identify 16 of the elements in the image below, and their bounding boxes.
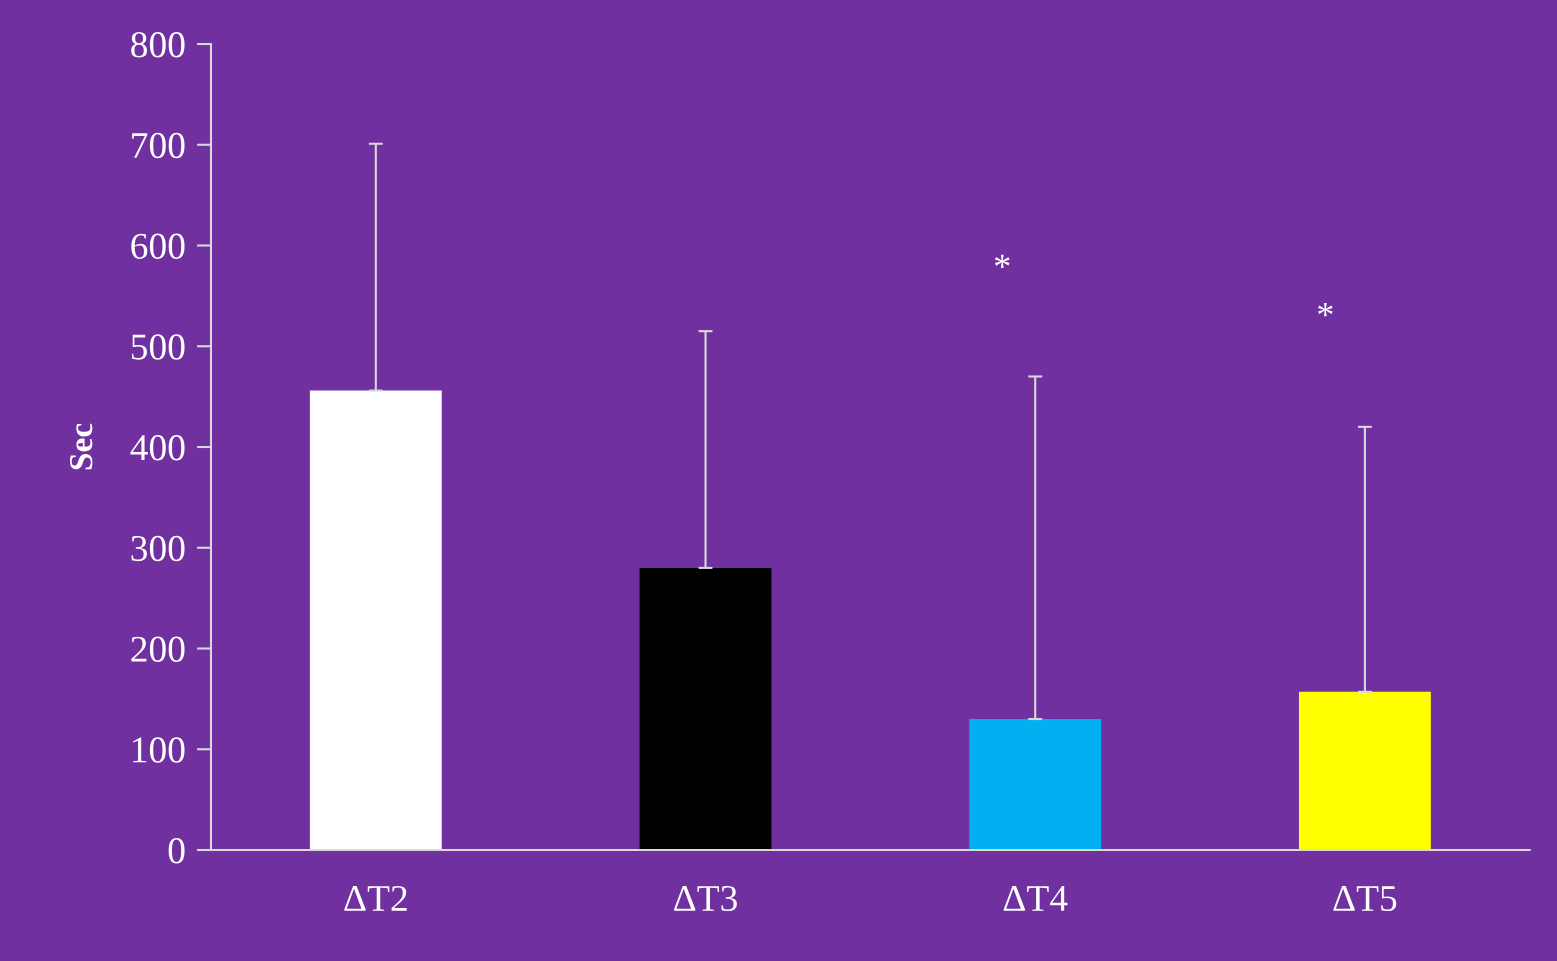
x-tick-label: ΔT5 bbox=[1333, 885, 1397, 912]
y-tick-label: 700 bbox=[132, 132, 185, 159]
y-tick-label: 400 bbox=[130, 435, 185, 461]
x-tick-label: ΔT3 bbox=[674, 885, 737, 912]
x-tick-label: ΔT4 bbox=[1003, 885, 1068, 911]
annotation: * bbox=[994, 254, 1010, 268]
y-tick-label: 600 bbox=[131, 233, 185, 259]
y-tick-label: 800 bbox=[131, 32, 185, 58]
y-tick-label: 300 bbox=[131, 535, 185, 562]
y-tick-label: 0 bbox=[168, 838, 185, 864]
y-tick-label: 200 bbox=[131, 636, 185, 662]
annotation: * bbox=[1318, 303, 1333, 317]
y-axis-title: Sec bbox=[70, 423, 93, 470]
y-tick-label: 500 bbox=[131, 334, 185, 360]
x-tick-label: ΔT2 bbox=[344, 885, 407, 911]
y-tick-label: 100 bbox=[133, 737, 185, 763]
